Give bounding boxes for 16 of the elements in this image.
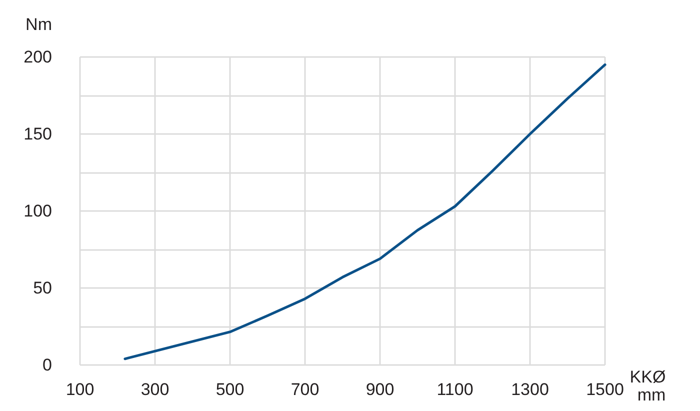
y-tick-label: 100 [24,202,52,220]
x-tick-label: 1300 [511,380,549,399]
y-tick-label: 50 [33,278,52,298]
y-tick-label: 200 [24,48,52,66]
x-tick-label: 900 [366,380,394,399]
line-series [124,63,606,360]
x-tick-label: 100 [66,380,94,399]
y-tick-label: 150 [24,124,52,144]
x-tick-label: 700 [290,380,320,399]
y-tick-label: 0 [42,356,52,374]
y-axis-title: Nm [26,15,52,34]
x-tick-label: 500 [216,380,244,399]
x-tick-label: 1100 [436,380,474,399]
x-tick-label: 300 [140,380,170,399]
x-axis-title: KKØ mm [630,368,666,404]
x-tick-label: 1500 [586,380,624,399]
